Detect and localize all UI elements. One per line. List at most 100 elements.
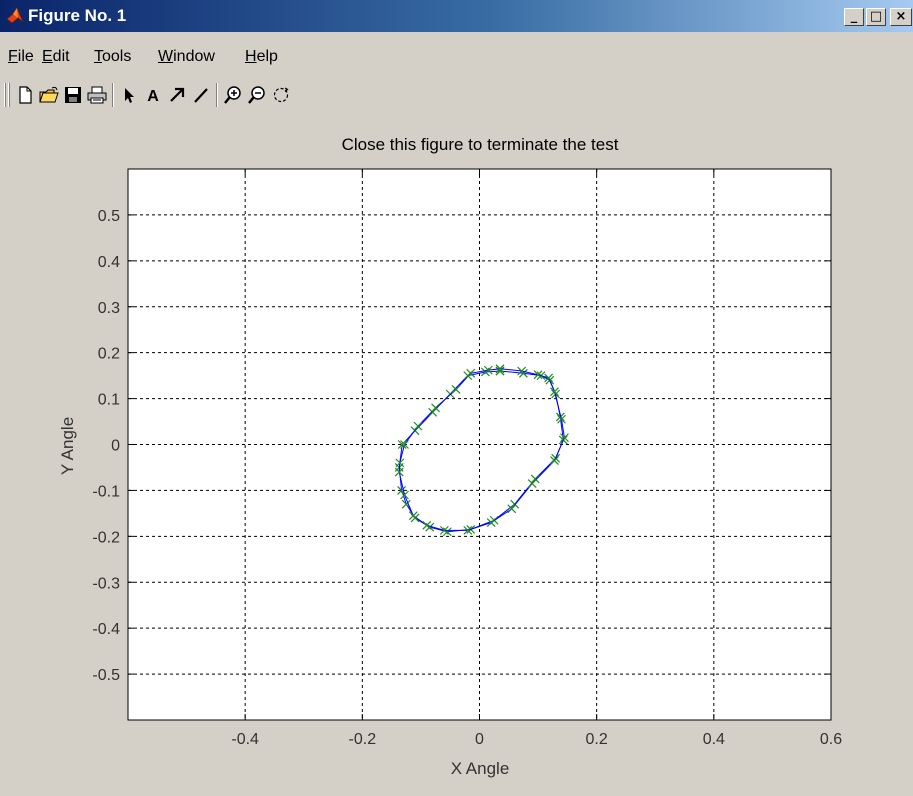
maximize-button[interactable]: □ [866, 8, 886, 26]
marker-stroke [550, 387, 559, 397]
y-tick-label: -0.4 [92, 621, 120, 638]
y-tick-label: 0.2 [98, 346, 120, 363]
line-draw-icon[interactable] [190, 84, 212, 106]
marker-stroke [555, 412, 565, 422]
text-insert-icon[interactable]: A [142, 84, 164, 106]
figure-plot[interactable]: Close this figure to terminate the test … [0, 112, 913, 796]
marker-stroke [439, 525, 449, 535]
data-point-marker [557, 414, 566, 424]
menu-edit-mnemonic: E [42, 48, 53, 65]
marker-stroke [395, 458, 405, 468]
marker-stroke [527, 479, 537, 488]
toolbar-separator [216, 83, 218, 107]
data-point-marker [527, 479, 537, 488]
data-point-marker [550, 456, 559, 465]
y-tick-label: 0.4 [98, 254, 120, 271]
marker-stroke [507, 504, 517, 514]
data-point-marker [397, 440, 407, 449]
save-icon[interactable] [62, 84, 84, 106]
window-title: Figure No. 1 [28, 6, 127, 25]
y-axis-label: Y Angle [58, 417, 77, 475]
data-point-marker [451, 384, 461, 394]
marker-stroke [463, 525, 473, 535]
marker-stroke [560, 433, 569, 443]
menu-file-mnemonic: F [8, 48, 18, 65]
y-tick-label: -0.1 [92, 483, 120, 500]
marker-stroke [394, 467, 404, 477]
matlab-logo-icon [6, 7, 24, 24]
menu-file-label: ile [17, 48, 34, 65]
marker-stroke [400, 440, 409, 449]
marker-stroke [422, 520, 432, 530]
zoom-out-icon[interactable] [246, 84, 268, 106]
print-icon[interactable] [86, 84, 108, 106]
data-point-marker [551, 389, 561, 399]
marker-stroke [425, 522, 435, 532]
arrow-pointer-icon[interactable] [118, 84, 140, 106]
marker-stroke [397, 485, 407, 495]
marker-stroke [533, 370, 543, 380]
marker-stroke [551, 389, 561, 399]
marker-stroke [442, 527, 452, 537]
data-point-marker [517, 366, 527, 376]
menu-help[interactable]: Help [245, 48, 278, 66]
grid-lines [128, 169, 831, 720]
x-tick-label: 0.6 [820, 731, 842, 748]
data-point-marker [442, 527, 452, 537]
data-point-marker [395, 458, 405, 468]
new-file-icon[interactable] [14, 84, 36, 106]
close-button[interactable]: × [890, 8, 912, 26]
data-point-marker [431, 403, 440, 413]
zoom-in-icon[interactable] [222, 84, 244, 106]
marker-stroke [397, 440, 407, 449]
menu-window-mnemonic: W [158, 48, 174, 65]
text-tool-glyph: A [147, 88, 159, 105]
data-point-marker [555, 412, 565, 422]
marker-stroke [486, 518, 496, 527]
y-tick-label: 0.5 [98, 208, 120, 225]
menu-tools-mnemonic: T [94, 48, 102, 65]
menu-tools-label: ools [102, 48, 132, 65]
marker-stroke [530, 474, 540, 484]
x-tick-label: -0.4 [231, 731, 259, 748]
open-folder-icon[interactable] [38, 84, 60, 106]
menu-window[interactable]: Window [158, 48, 215, 66]
menu-tools[interactable]: Tools [94, 48, 131, 66]
data-point-marker [413, 421, 423, 431]
x-tick-label: 0 [475, 731, 484, 748]
menu-file[interactable]: File [8, 48, 34, 66]
data-point-marker [495, 366, 505, 376]
menu-edit[interactable]: Edit [42, 48, 70, 66]
x-axis-ticks: -0.4 -0.2 0 0.2 0.4 0.6 [231, 169, 842, 748]
data-point-marker [408, 511, 418, 521]
marker-stroke [451, 384, 461, 394]
rotate-icon[interactable] [270, 84, 292, 106]
y-tick-label: 0.3 [98, 300, 120, 317]
minimize-button[interactable]: _ [844, 8, 864, 26]
marker-stroke [400, 490, 409, 500]
data-point-marker [550, 387, 559, 397]
toolbar: A [0, 80, 913, 110]
toolbar-grip[interactable] [8, 83, 10, 107]
data-point-marker [422, 520, 432, 530]
title-bar[interactable]: Figure No. 1 _ □ × [0, 0, 913, 32]
data-point-marker [428, 407, 438, 417]
marker-stroke [517, 366, 527, 376]
menu-edit-label: dit [52, 48, 70, 65]
data-point-marker [544, 373, 554, 383]
chart-title: Close this figure to terminate the test [342, 135, 619, 154]
arrow-draw-icon[interactable] [166, 84, 188, 106]
menu-help-mnemonic: H [245, 48, 257, 65]
x-tick-label: 0.4 [703, 731, 725, 748]
x-axis-label: X Angle [451, 759, 510, 778]
marker-stroke [431, 403, 440, 413]
data-point-marker [394, 467, 404, 477]
toolbar-grip[interactable] [4, 83, 6, 107]
data-point-marker [466, 368, 476, 378]
y-tick-label: -0.2 [92, 529, 120, 546]
marker-stroke [413, 421, 423, 431]
x-tick-label: 0.2 [586, 731, 608, 748]
data-point-marker [507, 504, 517, 514]
toolbar-separator [112, 83, 114, 107]
